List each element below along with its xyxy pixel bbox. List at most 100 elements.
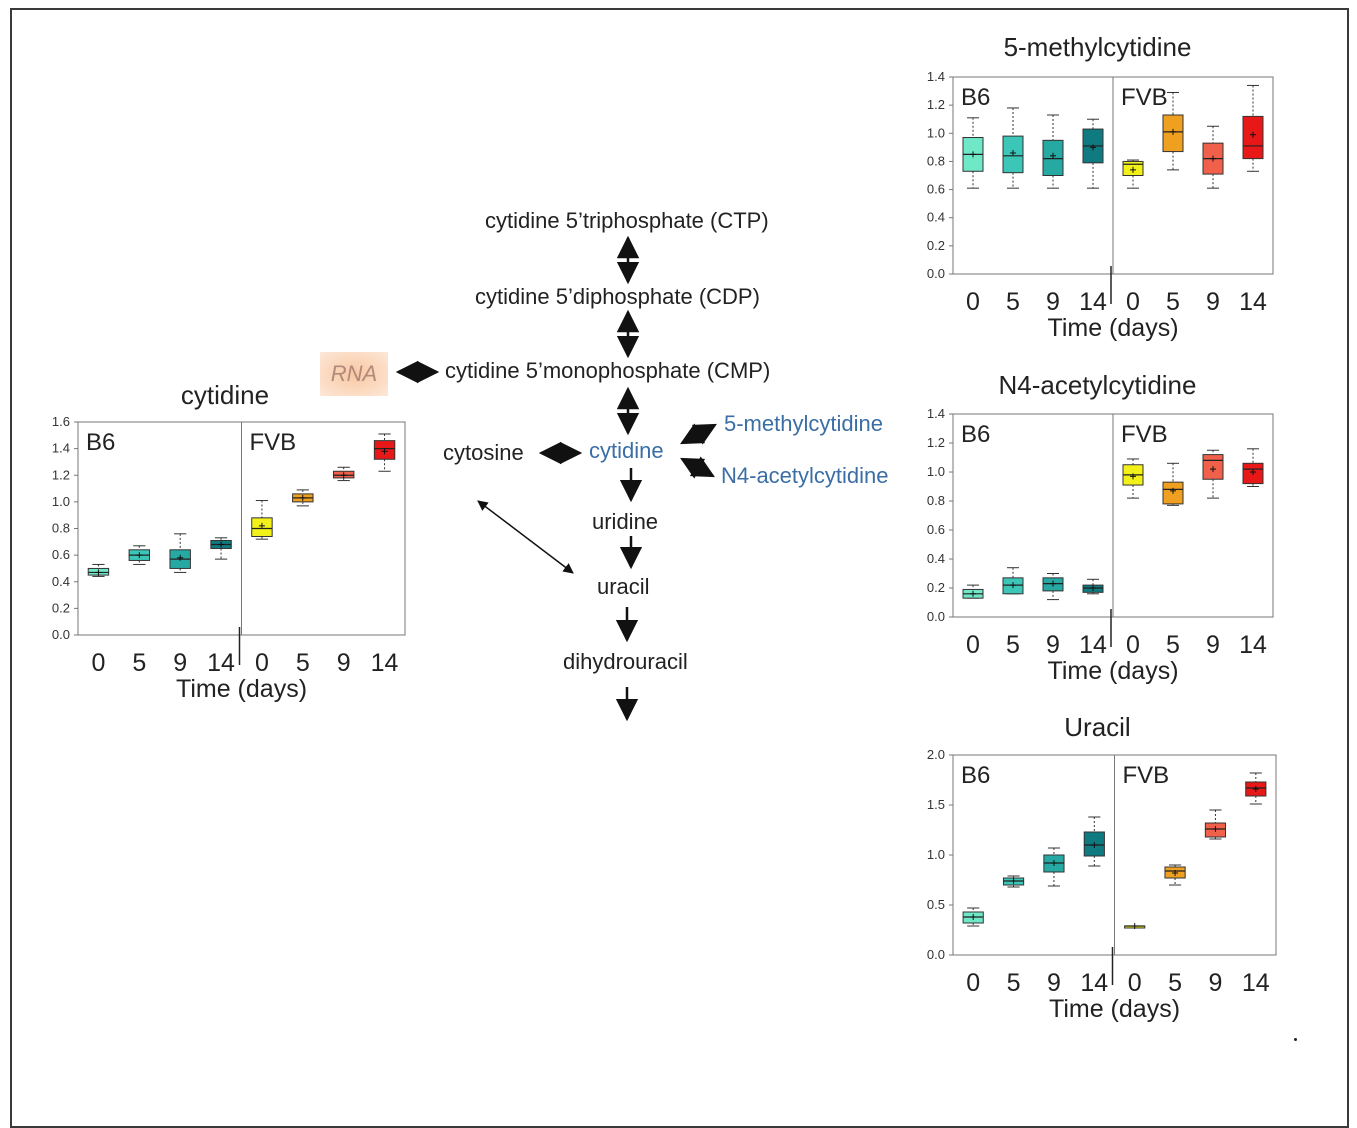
x-tick-label: 0 bbox=[1126, 288, 1140, 316]
y-tick-label: 1.2 bbox=[927, 435, 945, 450]
acetylcytidine-chart: N4-acetylcytidine 0.0 0.2 0.4 0.6 0.8 1.0 1.2 1… bbox=[905, 370, 1290, 690]
arrow-cytidine-methylcytidine bbox=[680, 423, 717, 445]
box-FVB-day-14 bbox=[373, 433, 396, 472]
box-FVB-day-0 bbox=[1124, 923, 1146, 929]
x-tick-label: 14 bbox=[1242, 969, 1270, 997]
node-cytidine: cytidine bbox=[589, 438, 664, 463]
box-FVB-day-5 bbox=[292, 489, 314, 507]
y-tick-label: 1.2 bbox=[927, 97, 945, 112]
box-B6-day-5 bbox=[1002, 567, 1024, 595]
node-dihydrouracil: dihydrouracil bbox=[563, 649, 688, 674]
box-FVB-day-14 bbox=[1242, 448, 1264, 487]
x-tick-label: 14 bbox=[207, 649, 235, 677]
box-FVB-day-5 bbox=[1162, 91, 1184, 171]
y-tick-label: 0.4 bbox=[927, 551, 945, 566]
x-tick-label: 0 bbox=[1128, 969, 1142, 997]
group-label: FVB bbox=[1121, 421, 1168, 448]
box-FVB-day-9 bbox=[1202, 125, 1224, 189]
x-tick-label: 9 bbox=[1208, 969, 1222, 997]
y-tick-label: 0.0 bbox=[927, 266, 945, 281]
box-B6-day-0 bbox=[962, 907, 984, 927]
y-tick-label: 2.0 bbox=[927, 747, 945, 762]
box-B6-day-14 bbox=[1083, 816, 1105, 867]
y-tick-label: 1.4 bbox=[52, 441, 70, 456]
x-axis-label: Time (days) bbox=[1049, 995, 1180, 1023]
stray-dot bbox=[1294, 1038, 1297, 1041]
y-tick-label: 0.6 bbox=[52, 547, 70, 562]
x-tick-label: 5 bbox=[1166, 631, 1180, 659]
y-tick-label: 0.8 bbox=[927, 153, 945, 168]
group-label: B6 bbox=[86, 429, 115, 456]
box-FVB-day-0 bbox=[1122, 458, 1144, 499]
box-B6-day-5 bbox=[1002, 107, 1024, 189]
x-tick-label: 14 bbox=[1239, 631, 1267, 659]
box-B6-day-9 bbox=[1042, 573, 1064, 601]
node-ctp: cytidine 5’triphosphate (CTP) bbox=[485, 208, 769, 233]
x-tick-label: 14 bbox=[1079, 631, 1107, 659]
x-tick-label: 5 bbox=[1006, 631, 1020, 659]
group-label: B6 bbox=[961, 421, 990, 448]
y-tick-label: 0.8 bbox=[52, 521, 70, 536]
box-B6-day-0 bbox=[962, 117, 984, 189]
box-FVB-day-5 bbox=[1162, 462, 1184, 506]
box-FVB-day-9 bbox=[1204, 809, 1227, 840]
x-tick-label: 0 bbox=[255, 649, 269, 677]
box-B6-day-14 bbox=[1082, 118, 1104, 189]
y-tick-label: 1.0 bbox=[927, 125, 945, 140]
box-FVB-day-0 bbox=[251, 500, 273, 540]
y-tick-label: 1.5 bbox=[927, 797, 945, 812]
y-tick-label: 0.2 bbox=[927, 238, 945, 253]
box-B6-day-9 bbox=[1042, 114, 1064, 189]
x-axis-label: Time (days) bbox=[176, 675, 307, 703]
x-tick-label: 14 bbox=[1080, 969, 1108, 997]
x-tick-label: 0 bbox=[966, 631, 980, 659]
y-tick-label: 0.6 bbox=[927, 522, 945, 537]
x-tick-label: 5 bbox=[1168, 969, 1182, 997]
x-tick-label: 9 bbox=[1206, 631, 1220, 659]
y-tick-label: 1.6 bbox=[52, 414, 70, 429]
methylcytidine-chart: 5-methylcytidine 0.0 0.2 0.4 0.6 0.8 1.0 1.2 1.… bbox=[905, 30, 1290, 350]
box-B6-day-9 bbox=[1043, 847, 1065, 887]
node-cmp: cytidine 5’monophosphate (CMP) bbox=[445, 358, 771, 383]
x-tick-label: 5 bbox=[296, 649, 310, 677]
node-methylcytidine: 5-methylcytidine bbox=[724, 411, 883, 436]
y-tick-label: 0.6 bbox=[927, 182, 945, 197]
group-label: FVB bbox=[250, 429, 297, 456]
x-axis-label: Time (days) bbox=[1047, 314, 1178, 342]
x-tick-label: 9 bbox=[173, 649, 187, 677]
box-B6-day-0 bbox=[87, 563, 110, 577]
node-uridine: uridine bbox=[592, 509, 659, 534]
x-tick-label: 5 bbox=[1166, 288, 1180, 316]
uracil-chart: Uracil 0.0 0.5 1.0 1.5 2.0 B6 FVB 0 5 9 14 0 5 9 14 Tim… bbox=[905, 712, 1290, 1032]
y-tick-label: 1.0 bbox=[927, 847, 945, 862]
box-B6-day-5 bbox=[128, 545, 151, 565]
y-tick-label: 0.4 bbox=[927, 210, 945, 225]
node-acetylcytidine: N4-acetylcytidine bbox=[721, 463, 889, 488]
y-tick-label: 0.0 bbox=[927, 947, 945, 962]
x-tick-label: 5 bbox=[1006, 288, 1020, 316]
box-FVB-day-14 bbox=[1242, 84, 1264, 172]
box-B6-day-14 bbox=[210, 537, 232, 560]
arrow-cytosine-uracil bbox=[477, 500, 574, 574]
box-FVB-day-0 bbox=[1122, 159, 1144, 189]
x-tick-label: 9 bbox=[1047, 969, 1061, 997]
box-B6-day-14 bbox=[1082, 578, 1104, 595]
chart-title: N4-acetylcytidine bbox=[998, 370, 1197, 400]
y-tick-label: 0.2 bbox=[52, 600, 70, 615]
box-FVB-day-9 bbox=[332, 466, 355, 482]
group-label: FVB bbox=[1123, 762, 1170, 789]
group-label: B6 bbox=[961, 84, 990, 111]
x-axis-label: Time (days) bbox=[1047, 657, 1178, 685]
y-tick-label: 1.2 bbox=[52, 467, 70, 482]
y-tick-label: 0.4 bbox=[52, 574, 70, 589]
group-label: B6 bbox=[961, 762, 990, 789]
y-tick-label: 0.0 bbox=[52, 627, 70, 642]
x-tick-label: 9 bbox=[337, 649, 351, 677]
y-tick-label: 1.4 bbox=[927, 406, 945, 421]
box-B6-day-5 bbox=[1002, 875, 1025, 888]
